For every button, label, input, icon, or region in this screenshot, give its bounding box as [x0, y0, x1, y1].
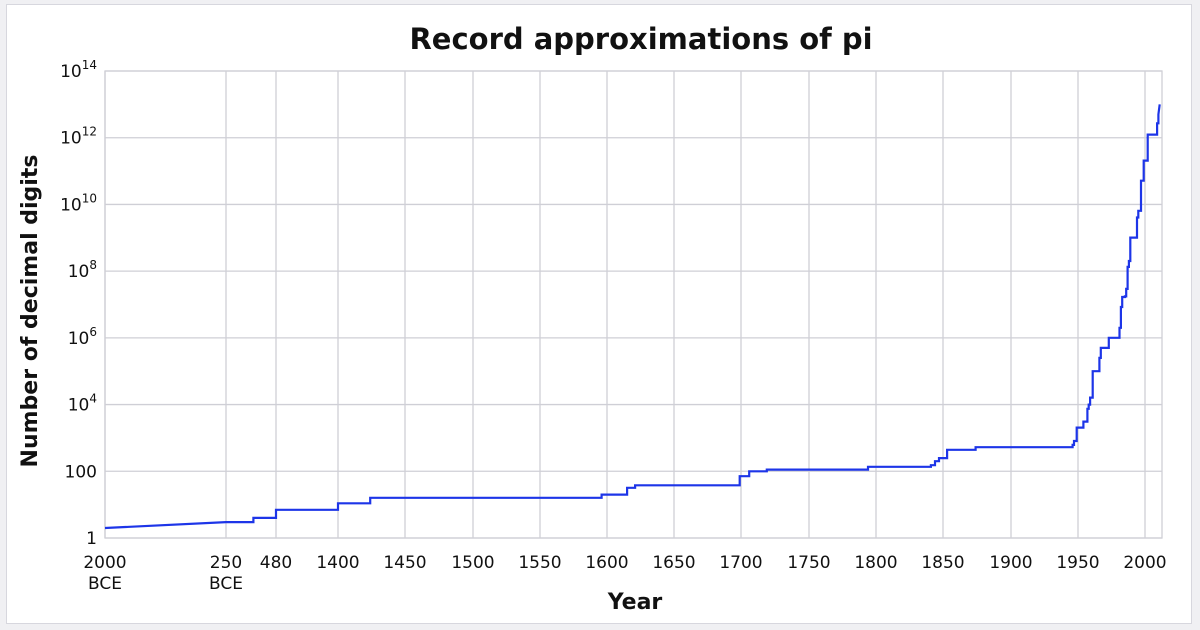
x-tick-label: 1400: [316, 553, 359, 573]
x-tick-sublabel: BCE: [209, 574, 243, 594]
y-tick-label: 1014: [60, 58, 97, 82]
plot-area: [104, 70, 1163, 539]
x-tick-label: 1500: [451, 553, 494, 573]
chart-title: Record approximations of pi: [409, 22, 872, 56]
x-tick-label: 2000: [83, 553, 126, 573]
y-tick-label: 106: [68, 325, 97, 349]
y-axis-label: Number of decimal digits: [18, 155, 43, 468]
x-tick-label: 1600: [585, 553, 628, 573]
x-tick-label: 2000: [1123, 553, 1166, 573]
x-tick-label: 1750: [787, 553, 830, 573]
x-tick-label: 1900: [989, 553, 1032, 573]
y-tick-label: 1: [86, 529, 97, 549]
y-tick-label: 100: [65, 462, 97, 482]
x-tick-label: 1450: [383, 553, 426, 573]
y-tick-label: 104: [68, 392, 97, 416]
y-tick-label: 1012: [60, 125, 97, 149]
x-tick-label: 1950: [1056, 553, 1099, 573]
x-tick-sublabel: BCE: [88, 574, 122, 594]
series-line: [104, 104, 1161, 530]
x-tick-label: 1850: [921, 553, 964, 573]
x-tick-label: 1550: [518, 553, 561, 573]
x-axis-label: Year: [607, 590, 663, 615]
chart: Record approximations of pi 1 100 104 106 10…: [18, 22, 1167, 615]
y-tick-label: 108: [68, 258, 97, 282]
x-tick-label: 1700: [719, 553, 762, 573]
chart-frame: Record approximations of pi 1 100 104 106 10…: [6, 4, 1192, 624]
x-tick-label: 480: [260, 553, 292, 573]
x-tick-label: 1650: [652, 553, 695, 573]
x-tick-label: 250: [210, 553, 242, 573]
x-tick-label: 1800: [854, 553, 897, 573]
y-tick-label: 1010: [60, 191, 97, 215]
